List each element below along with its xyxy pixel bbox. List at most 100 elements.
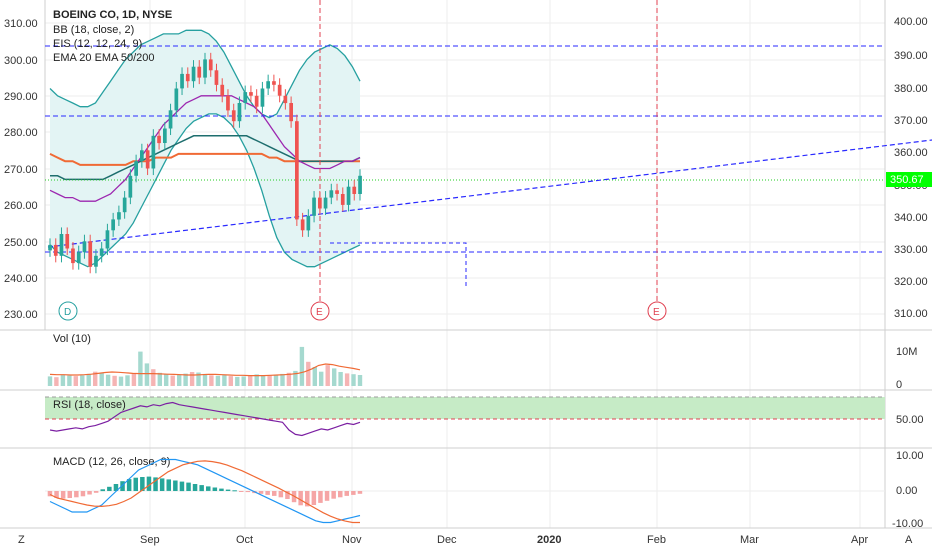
candle[interactable]: [312, 197, 316, 216]
candle[interactable]: [208, 59, 213, 71]
macd-histogram-bar: [74, 491, 79, 498]
candle[interactable]: [151, 135, 156, 169]
candle[interactable]: [352, 186, 357, 194]
macd-histogram-bar: [140, 477, 145, 491]
legend-ema[interactable]: EMA 20 EMA 50/200: [53, 52, 155, 64]
macd-histogram-bar: [67, 491, 72, 498]
zoom-button[interactable]: Z: [18, 534, 25, 546]
volume-bar: [260, 375, 266, 386]
volume-bar: [151, 369, 156, 386]
candle[interactable]: [323, 197, 328, 209]
vol-tick-10m: 10M: [896, 346, 917, 358]
earnings-marker-1[interactable]: E: [310, 301, 330, 321]
candle[interactable]: [283, 95, 288, 104]
candle[interactable]: [329, 190, 334, 198]
volume-bar: [99, 372, 104, 386]
macd-histogram-bar: [318, 491, 323, 503]
volume-bar: [286, 372, 292, 386]
volume-bar: [196, 372, 201, 386]
candle[interactable]: [105, 230, 110, 249]
candle[interactable]: [128, 175, 133, 198]
candle[interactable]: [140, 150, 144, 162]
candle[interactable]: [266, 81, 270, 89]
earnings-marker-2[interactable]: E: [647, 301, 667, 321]
candle[interactable]: [300, 219, 305, 231]
candle[interactable]: [145, 150, 150, 169]
candle[interactable]: [117, 212, 121, 220]
legend-eis[interactable]: EIS (12, 12, 24, 9): [53, 38, 142, 50]
volume-bar: [144, 363, 150, 386]
candle[interactable]: [243, 92, 248, 103]
candle[interactable]: [289, 103, 293, 122]
candle[interactable]: [237, 103, 242, 122]
candle[interactable]: [48, 244, 52, 251]
candle[interactable]: [358, 175, 362, 194]
candle[interactable]: [191, 66, 196, 82]
candle[interactable]: [180, 73, 184, 89]
candle[interactable]: [185, 73, 190, 82]
volume-bar: [241, 376, 246, 386]
macd-histogram-bar: [351, 491, 356, 495]
candle[interactable]: [76, 252, 81, 264]
trend-line[interactable]: [47, 139, 932, 248]
auto-scale-button[interactable]: A: [905, 534, 913, 546]
candle[interactable]: [272, 81, 276, 85]
candle[interactable]: [214, 70, 219, 85]
volume-bar: [131, 373, 137, 386]
macd-histogram-bar: [344, 491, 349, 496]
volume-bar: [164, 374, 169, 386]
candle[interactable]: [53, 244, 58, 256]
candle[interactable]: [134, 161, 138, 176]
x-axis[interactable]: Sep Oct Nov Dec 2020 Feb Mar Apr: [140, 534, 868, 546]
volume-bar: [183, 373, 188, 386]
candle[interactable]: [157, 135, 161, 144]
candle[interactable]: [249, 92, 253, 96]
candle[interactable]: [71, 248, 75, 264]
candle[interactable]: [122, 197, 127, 213]
candle[interactable]: [340, 194, 345, 205]
candle[interactable]: [163, 128, 167, 144]
candle[interactable]: [94, 255, 98, 267]
price-label-bg: [886, 172, 932, 187]
candle[interactable]: [260, 88, 265, 107]
candle[interactable]: [174, 88, 179, 111]
candle[interactable]: [82, 241, 87, 253]
left-tick-300: 300.00: [4, 55, 38, 67]
macd-histogram-bar: [278, 491, 284, 498]
candle[interactable]: [335, 190, 339, 194]
candle[interactable]: [59, 234, 64, 256]
macd-histogram-bar: [265, 491, 270, 495]
macd-histogram-bar: [93, 491, 99, 493]
candle[interactable]: [203, 59, 207, 78]
legend-rsi[interactable]: RSI (18, close): [53, 399, 126, 411]
candle[interactable]: [99, 248, 104, 256]
candle[interactable]: [306, 215, 311, 231]
candle[interactable]: [231, 110, 236, 122]
candle[interactable]: [254, 95, 259, 107]
candle[interactable]: [346, 186, 351, 205]
candle[interactable]: [197, 66, 202, 78]
candle[interactable]: [226, 95, 230, 111]
left-tick-310: 310.00: [4, 18, 38, 30]
right-tick-370: 370.00: [894, 115, 928, 127]
macd-histogram: [47, 476, 363, 507]
macd-histogram-bar: [206, 486, 211, 491]
candle[interactable]: [168, 110, 173, 129]
legend-vol[interactable]: Vol (10): [53, 333, 91, 345]
macd-histogram-bar: [219, 488, 224, 491]
candle[interactable]: [65, 234, 70, 249]
right-axis[interactable]: 400.00 390.00 380.00 370.00 360.00 350.0…: [894, 16, 928, 320]
candle[interactable]: [111, 219, 115, 231]
dividend-marker[interactable]: D: [58, 301, 78, 321]
legend-macd[interactable]: MACD (12, 26, close, 9): [53, 456, 170, 468]
candle[interactable]: [277, 84, 282, 96]
candle[interactable]: [88, 241, 93, 267]
legend-bb[interactable]: BB (18, close, 2): [53, 24, 134, 36]
candle[interactable]: [220, 84, 225, 96]
candle[interactable]: [295, 121, 299, 220]
macd-histogram-bar: [285, 491, 290, 499]
projection-bracket[interactable]: [330, 242, 467, 288]
candles[interactable]: [48, 52, 362, 274]
candle[interactable]: [318, 197, 322, 209]
